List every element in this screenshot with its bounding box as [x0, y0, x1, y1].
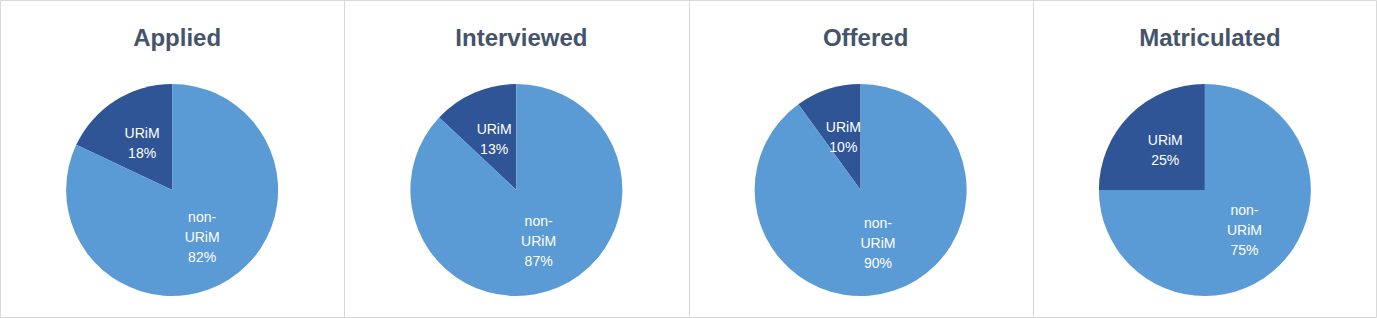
svg-text:non-: non- [1230, 202, 1258, 218]
svg-text:90%: 90% [864, 255, 892, 271]
svg-text:URiM: URiM [1227, 222, 1262, 238]
svg-text:URiM: URiM [125, 125, 160, 141]
svg-text:75%: 75% [1230, 242, 1258, 258]
svg-text:non-: non- [188, 209, 216, 225]
svg-text:URiM: URiM [1148, 132, 1183, 148]
svg-text:URiM: URiM [860, 235, 895, 251]
svg-text:25%: 25% [1151, 152, 1179, 168]
svg-text:non-: non- [864, 215, 892, 231]
svg-text:URiM: URiM [826, 119, 861, 135]
svg-text:Interviewed: Interviewed [455, 24, 587, 51]
svg-text:Matriculated: Matriculated [1139, 24, 1280, 51]
svg-text:10%: 10% [829, 139, 857, 155]
svg-text:URiM: URiM [477, 121, 512, 137]
svg-text:URiM: URiM [185, 229, 220, 245]
svg-text:URiM: URiM [521, 233, 556, 249]
svg-text:13%: 13% [480, 141, 508, 157]
svg-text:Offered: Offered [823, 24, 908, 51]
svg-text:Applied: Applied [133, 24, 221, 51]
svg-text:82%: 82% [188, 249, 216, 265]
svg-text:18%: 18% [128, 145, 156, 161]
svg-text:87%: 87% [525, 253, 553, 269]
svg-text:non-: non- [525, 213, 553, 229]
